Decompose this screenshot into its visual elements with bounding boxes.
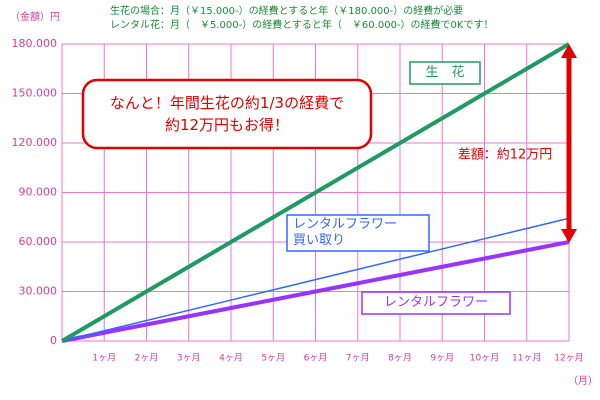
difference-arrow: [561, 44, 577, 243]
y-tick-label: 90.000: [19, 186, 58, 199]
y-tick-label: 120.000: [12, 136, 58, 149]
series-line: [60, 42, 571, 343]
legend-box: [361, 291, 511, 315]
legend-box: [286, 214, 430, 252]
x-tick-label: 8ヶ月: [388, 353, 412, 364]
arrow-head: [561, 229, 577, 243]
x-tick-label: 6ヶ月: [304, 353, 328, 364]
x-tick-label: 4ヶ月: [219, 353, 243, 364]
y-tick-label: 30.000: [19, 285, 58, 298]
legend-entry: レンタルフラワー 買い取り: [293, 217, 398, 248]
y-tick-label: 180.000: [12, 37, 58, 50]
note: なんと！年間生花の約1/3の経費で 約12万円もお得！: [109, 94, 345, 134]
y-tick-label: 150.000: [12, 87, 58, 100]
x-tick-label: 12ヶ月: [554, 353, 583, 364]
arrow-head: [561, 44, 577, 58]
legend-label: レンタルフラワー: [383, 295, 488, 310]
x-tick-label: 1ヶ月: [92, 353, 116, 364]
legend-label: 生 花: [425, 65, 465, 80]
x-tick-label: 9ヶ月: [430, 353, 454, 364]
legend-label: レンタルフラワー 買い取り: [293, 217, 398, 248]
x-tick-label: 2ヶ月: [135, 353, 159, 364]
y-tick-label: 0: [50, 334, 57, 347]
lines: [60, 42, 571, 343]
difference-label: 差額：約12万円: [458, 148, 553, 163]
legend-box: [409, 61, 481, 85]
x-tick-label: 11ヶ月: [512, 353, 541, 364]
x-tick-label: 5ヶ月: [261, 353, 285, 364]
y-axis-label: （金額）円: [10, 10, 60, 23]
header-line: レンタル花：月（ ￥5.000-）の経費とすると年（ ￥60.000-）の経費で…: [110, 18, 493, 31]
x-tick-label: 3ヶ月: [177, 353, 201, 364]
series-line: [61, 217, 570, 342]
x-axis-label: （月）: [568, 375, 598, 387]
x-tick-label: 10ヶ月: [470, 353, 499, 364]
series-line: [61, 240, 570, 343]
y-tick-label: 60.000: [19, 235, 58, 248]
legend-entry: 生 花: [425, 65, 465, 80]
legend-entry: レンタルフラワー: [383, 295, 488, 310]
x-tick-label: 7ヶ月: [346, 353, 370, 364]
header-line: 生花の場合：月（￥15.000-）の経費とすると年（￥180.000-）の経費が…: [110, 4, 463, 17]
note-box: [81, 78, 373, 150]
note-text: なんと！年間生花の約1/3の経費で 約12万円もお得！: [109, 94, 345, 134]
